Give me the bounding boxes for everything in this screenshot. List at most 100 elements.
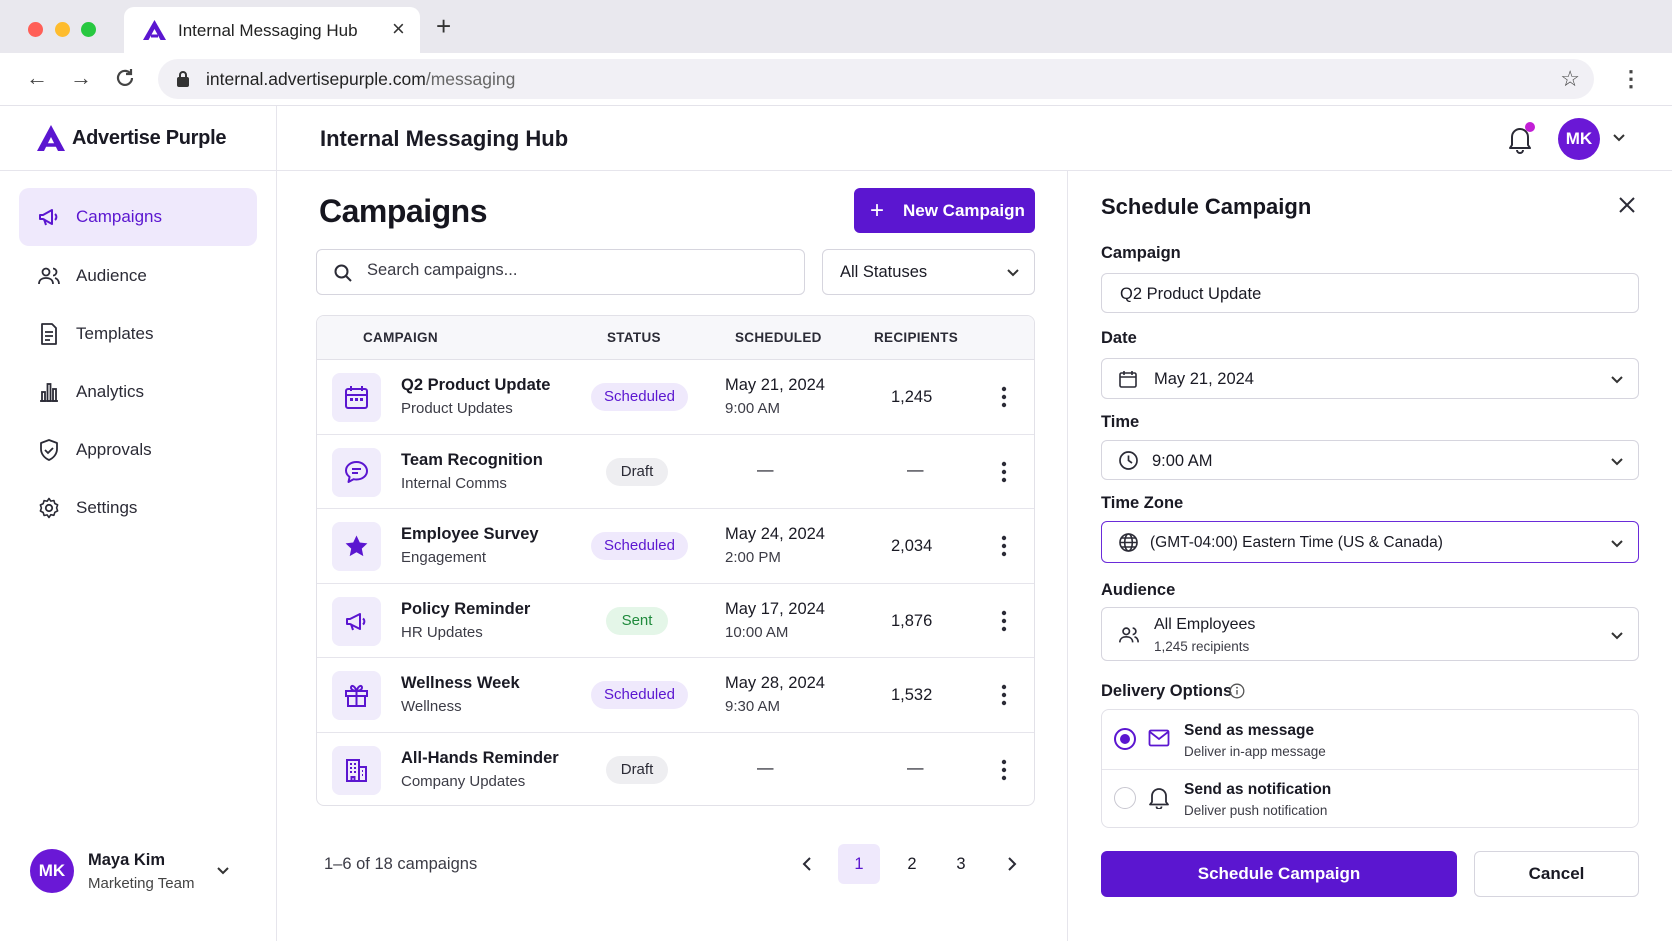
- delivery-option-message[interactable]: Send as message Deliver in-app message: [1102, 710, 1638, 769]
- sidebar-item-settings[interactable]: Settings: [19, 479, 257, 537]
- table-row[interactable]: Employee Survey Engagement Scheduled May…: [317, 509, 1034, 584]
- campaign-name[interactable]: Policy Reminder: [401, 599, 531, 618]
- campaign-icon-tile: [332, 671, 381, 720]
- maximize-window-button[interactable]: [81, 22, 96, 37]
- avatar[interactable]: MK: [1558, 118, 1600, 160]
- scheduled-date: May 17, 2024: [725, 599, 825, 618]
- table-row[interactable]: Q2 Product Update Product Updates Schedu…: [317, 360, 1034, 435]
- info-icon[interactable]: [1229, 683, 1245, 699]
- divider: [1102, 769, 1638, 770]
- sidebar-item-audience[interactable]: Audience: [19, 247, 257, 305]
- brand[interactable]: Advertise Purple: [36, 124, 226, 152]
- column-header-recipients[interactable]: RECIPIENTS: [874, 330, 959, 345]
- radio-notification[interactable]: [1114, 787, 1136, 809]
- back-icon[interactable]: ←: [26, 65, 48, 90]
- table-row[interactable]: All-Hands Reminder Company Updates Draft…: [317, 733, 1034, 806]
- table-row[interactable]: Wellness Week Wellness Scheduled May 28,…: [317, 658, 1034, 733]
- campaign-name[interactable]: All-Hands Reminder: [401, 748, 559, 767]
- user-team: Marketing Team: [88, 875, 195, 892]
- status-filter-dropdown[interactable]: All Statuses: [822, 249, 1035, 295]
- chevron-down-icon: [1611, 376, 1623, 384]
- brand-name: Advertise Purple: [72, 126, 227, 149]
- sidebar-item-approvals[interactable]: Approvals: [19, 421, 257, 479]
- chevron-down-icon[interactable]: [1612, 130, 1626, 144]
- notification-bell-icon[interactable]: [1506, 124, 1534, 154]
- page-button-2[interactable]: 2: [907, 855, 917, 873]
- browser-tab[interactable]: Internal Messaging Hub ×: [124, 7, 420, 53]
- search-field[interactable]: [316, 249, 805, 295]
- megaphone-icon: [346, 612, 366, 630]
- campaign-name[interactable]: Employee Survey: [401, 525, 539, 543]
- browser-menu-icon[interactable]: ⋮: [1620, 66, 1642, 91]
- page-button-1[interactable]: 1: [838, 844, 880, 884]
- sidebar-item-label: Approvals: [76, 440, 152, 459]
- table-row[interactable]: Policy Reminder HR Updates Sent May 17, …: [317, 584, 1034, 658]
- new-campaign-button[interactable]: + New Campaign: [854, 188, 1035, 233]
- recipients-count: —: [907, 758, 924, 777]
- date-label: Date: [1101, 329, 1137, 347]
- time-picker[interactable]: 9:00 AM: [1101, 440, 1639, 480]
- close-tab-icon[interactable]: ×: [392, 16, 405, 41]
- minimize-window-button[interactable]: [55, 22, 70, 37]
- close-icon[interactable]: [1617, 195, 1637, 215]
- column-header-campaign[interactable]: CAMPAIGN: [363, 330, 438, 345]
- bookmark-star-icon[interactable]: ☆: [1560, 66, 1580, 91]
- sidebar-item-label: Settings: [76, 498, 138, 517]
- sidebar-item-label: Campaigns: [76, 207, 162, 226]
- tab-title: Internal Messaging Hub: [178, 21, 358, 40]
- campaign-name[interactable]: Q2 Product Update: [401, 376, 551, 394]
- campaign-category: HR Updates: [401, 623, 483, 641]
- status-badge: Scheduled: [591, 532, 688, 560]
- row-menu-icon[interactable]: [997, 755, 1011, 785]
- status-badge: Sent: [606, 606, 668, 635]
- search-icon: [334, 264, 352, 282]
- cancel-button[interactable]: Cancel: [1474, 851, 1639, 897]
- user-profile[interactable]: MK Maya Kim Marketing Team: [30, 849, 260, 895]
- audience-label: Audience: [1101, 581, 1176, 599]
- schedule-campaign-button[interactable]: Schedule Campaign: [1101, 851, 1457, 897]
- delivery-option-notification[interactable]: Send as notification Deliver push notifi…: [1102, 770, 1638, 829]
- column-header-scheduled[interactable]: SCHEDULED: [735, 330, 822, 345]
- row-menu-icon[interactable]: [997, 531, 1011, 561]
- table-row[interactable]: Team Recognition Internal Comms Draft — …: [317, 435, 1034, 509]
- chevron-left-icon[interactable]: [799, 856, 815, 872]
- table-header: CAMPAIGN STATUS SCHEDULED RECIPIENTS: [317, 316, 1034, 360]
- sidebar-item-analytics[interactable]: Analytics: [19, 363, 257, 421]
- recipients-count: 2,034: [891, 537, 933, 555]
- sidebar-item-templates[interactable]: Templates: [19, 305, 257, 363]
- campaign-name[interactable]: Team Recognition: [401, 450, 543, 469]
- date-picker[interactable]: May 21, 2024: [1101, 358, 1639, 399]
- chevron-down-icon[interactable]: [216, 863, 230, 877]
- url-field[interactable]: internal.advertisepurple.com/messaging ☆: [158, 59, 1594, 99]
- scheduled-date: May 28, 2024: [725, 674, 825, 692]
- forward-icon[interactable]: →: [70, 65, 92, 90]
- recipients-count: 1,245: [891, 388, 933, 406]
- search-input[interactable]: [367, 261, 787, 280]
- timezone-select[interactable]: (GMT-04:00) Eastern Time (US & Canada): [1101, 521, 1639, 563]
- radio-message[interactable]: [1114, 728, 1136, 750]
- sidebar-item-label: Audience: [76, 266, 147, 285]
- close-window-button[interactable]: [28, 22, 43, 37]
- users-icon: [1119, 627, 1139, 643]
- sidebar-item-label: Templates: [76, 324, 154, 343]
- row-menu-icon[interactable]: [997, 680, 1011, 710]
- chevron-down-icon: [1611, 632, 1623, 640]
- globe-icon: [1119, 533, 1138, 552]
- row-menu-icon[interactable]: [997, 457, 1011, 487]
- scheduled-date: —: [757, 758, 774, 777]
- chevron-right-icon[interactable]: [1004, 856, 1020, 872]
- page-button-3[interactable]: 3: [956, 855, 966, 873]
- reload-icon[interactable]: [114, 67, 136, 89]
- campaign-field[interactable]: Q2 Product Update: [1101, 273, 1639, 313]
- campaign-icon-tile: [332, 373, 381, 422]
- campaign-icon-tile: [332, 447, 381, 497]
- scheduled-time: 9:00 AM: [725, 400, 781, 417]
- row-menu-icon[interactable]: [997, 606, 1011, 636]
- column-header-status[interactable]: STATUS: [607, 330, 661, 345]
- audience-select[interactable]: All Employees 1,245 recipients: [1101, 607, 1639, 661]
- sidebar-item-campaigns[interactable]: Campaigns: [19, 188, 257, 246]
- new-tab-icon[interactable]: +: [436, 11, 452, 41]
- row-menu-icon[interactable]: [997, 382, 1011, 412]
- campaign-name[interactable]: Wellness Week: [401, 674, 520, 692]
- brand-logo-icon: [37, 125, 65, 151]
